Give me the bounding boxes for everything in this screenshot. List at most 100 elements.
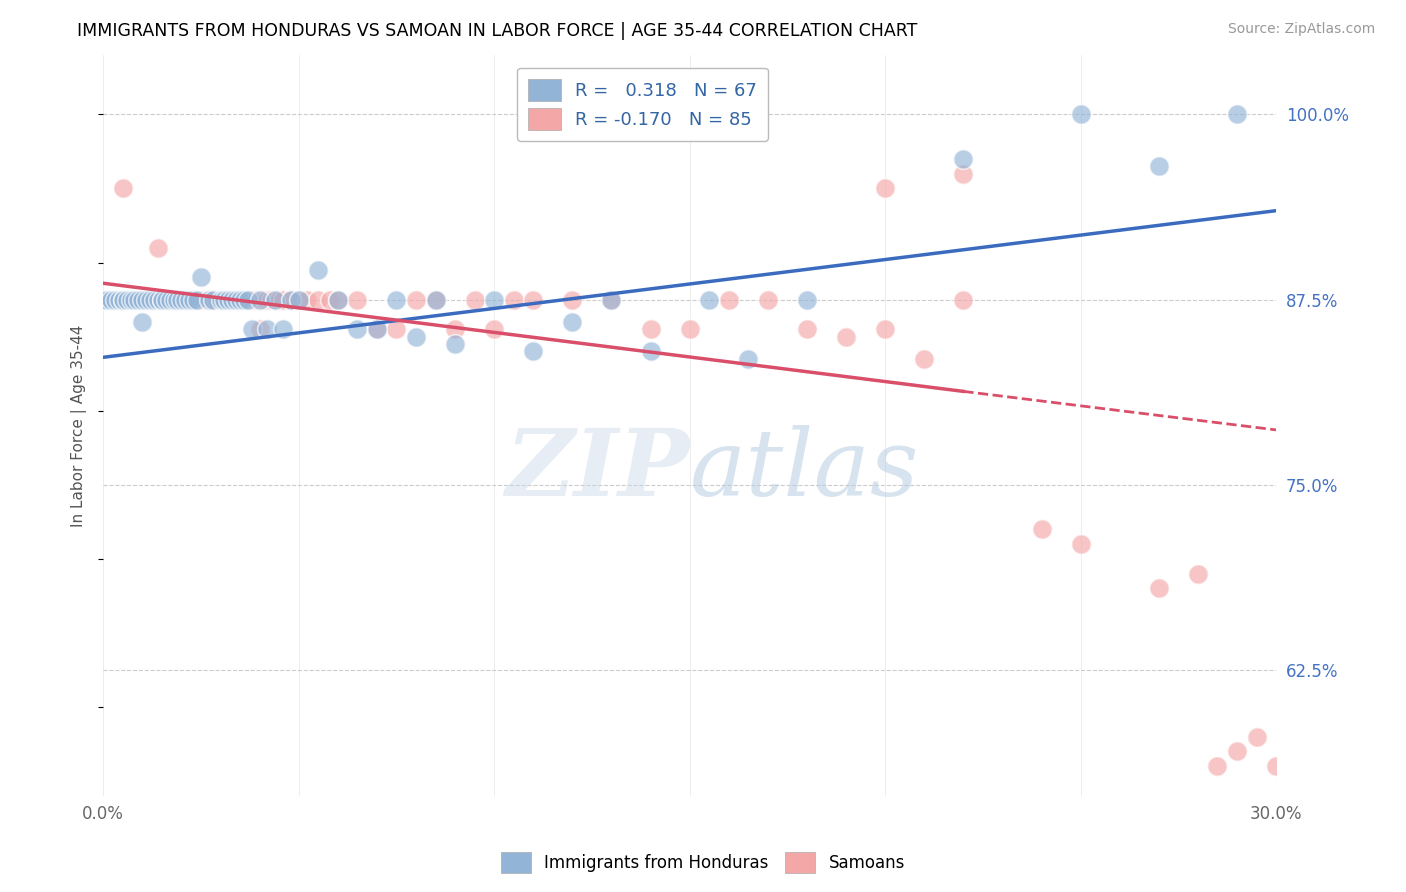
Point: [249, 322, 271, 336]
Point: [385, 293, 408, 307]
Point: [174, 293, 197, 307]
Point: [135, 293, 157, 307]
Point: [143, 293, 166, 307]
Point: [482, 293, 505, 307]
Point: [1031, 522, 1053, 536]
Point: [159, 293, 181, 307]
Point: [796, 322, 818, 336]
Point: [307, 293, 329, 307]
Point: [444, 337, 467, 351]
Legend: R =   0.318   N = 67, R = -0.170   N = 85: R = 0.318 N = 67, R = -0.170 N = 85: [517, 68, 768, 141]
Point: [139, 293, 162, 307]
Point: [120, 293, 142, 307]
Point: [240, 293, 263, 307]
Point: [264, 293, 287, 307]
Point: [225, 293, 247, 307]
Point: [319, 293, 342, 307]
Point: [1206, 759, 1229, 773]
Point: [366, 322, 388, 336]
Point: [111, 181, 134, 195]
Point: [131, 293, 153, 307]
Point: [170, 293, 193, 307]
Point: [91, 293, 114, 307]
Point: [1187, 566, 1209, 581]
Point: [135, 293, 157, 307]
Point: [502, 293, 524, 307]
Point: [522, 293, 544, 307]
Point: [146, 241, 169, 255]
Point: [444, 322, 467, 336]
Point: [561, 293, 583, 307]
Point: [236, 293, 259, 307]
Point: [464, 293, 486, 307]
Point: [170, 293, 193, 307]
Point: [181, 293, 204, 307]
Point: [104, 293, 127, 307]
Text: Source: ZipAtlas.com: Source: ZipAtlas.com: [1227, 22, 1375, 37]
Point: [236, 293, 259, 307]
Point: [186, 293, 208, 307]
Point: [287, 293, 309, 307]
Point: [127, 293, 149, 307]
Point: [100, 293, 122, 307]
Point: [115, 293, 138, 307]
Point: [155, 293, 177, 307]
Point: [346, 322, 368, 336]
Point: [166, 293, 188, 307]
Point: [143, 293, 166, 307]
Point: [952, 293, 974, 307]
Point: [245, 293, 267, 307]
Point: [229, 293, 252, 307]
Point: [264, 293, 287, 307]
Point: [1226, 107, 1249, 121]
Point: [197, 293, 219, 307]
Point: [679, 322, 702, 336]
Point: [108, 293, 131, 307]
Point: [181, 293, 204, 307]
Point: [796, 293, 818, 307]
Point: [221, 293, 243, 307]
Point: [209, 293, 232, 307]
Point: [522, 344, 544, 359]
Point: [174, 293, 197, 307]
Point: [256, 322, 278, 336]
Point: [600, 293, 623, 307]
Point: [162, 293, 184, 307]
Point: [233, 293, 256, 307]
Point: [249, 293, 271, 307]
Point: [217, 293, 239, 307]
Point: [912, 351, 935, 366]
Point: [124, 293, 146, 307]
Point: [366, 322, 388, 336]
Point: [233, 293, 256, 307]
Point: [697, 293, 720, 307]
Point: [197, 293, 219, 307]
Point: [1070, 107, 1092, 121]
Point: [155, 293, 177, 307]
Point: [835, 329, 858, 343]
Point: [875, 181, 897, 195]
Point: [756, 293, 779, 307]
Point: [179, 293, 201, 307]
Point: [209, 293, 232, 307]
Point: [201, 293, 224, 307]
Point: [201, 293, 224, 307]
Point: [240, 322, 263, 336]
Point: [190, 270, 212, 285]
Point: [482, 322, 505, 336]
Point: [131, 293, 153, 307]
Point: [405, 329, 427, 343]
Point: [280, 293, 302, 307]
Point: [1147, 159, 1170, 173]
Point: [214, 293, 236, 307]
Point: [561, 315, 583, 329]
Point: [1147, 582, 1170, 596]
Point: [280, 293, 302, 307]
Point: [287, 293, 309, 307]
Point: [127, 293, 149, 307]
Point: [221, 293, 243, 307]
Point: [717, 293, 740, 307]
Point: [737, 351, 759, 366]
Point: [214, 293, 236, 307]
Point: [640, 322, 662, 336]
